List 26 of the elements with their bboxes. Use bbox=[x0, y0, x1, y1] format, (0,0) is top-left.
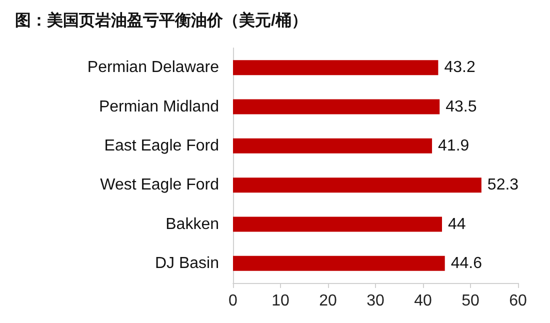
y-tick-label: DJ Basin bbox=[154, 254, 219, 272]
data-label: 41.9 bbox=[438, 137, 470, 154]
bar bbox=[233, 99, 440, 114]
bar bbox=[233, 216, 442, 232]
x-tick-label: 30 bbox=[366, 292, 384, 310]
bar bbox=[233, 60, 438, 76]
bar bbox=[233, 178, 482, 193]
data-label: 44 bbox=[448, 216, 466, 233]
y-tick-label: East Eagle Ford bbox=[104, 137, 219, 154]
bar bbox=[233, 256, 445, 271]
y-tick-label: Bakken bbox=[166, 216, 219, 233]
x-tick-label: 60 bbox=[509, 292, 527, 310]
y-tick-label: Permian Midland bbox=[98, 98, 219, 116]
data-label: 43.2 bbox=[444, 59, 476, 76]
data-label: 52.3 bbox=[487, 176, 519, 194]
y-tick-label: Permian Delaware bbox=[87, 59, 220, 76]
data-label: 44.6 bbox=[450, 254, 482, 272]
bar bbox=[233, 138, 432, 154]
x-tick-label: 40 bbox=[414, 292, 432, 310]
x-tick-label: 50 bbox=[462, 292, 480, 310]
y-tick-label: West Eagle Ford bbox=[100, 176, 219, 194]
chart-title: 图：美国页岩油盈亏平衡油价（美元/桶） bbox=[15, 10, 308, 30]
x-tick-label: 20 bbox=[319, 292, 337, 310]
x-tick-label: 10 bbox=[272, 292, 290, 310]
data-label: 43.5 bbox=[446, 98, 477, 116]
x-tick-label: 0 bbox=[228, 292, 238, 310]
